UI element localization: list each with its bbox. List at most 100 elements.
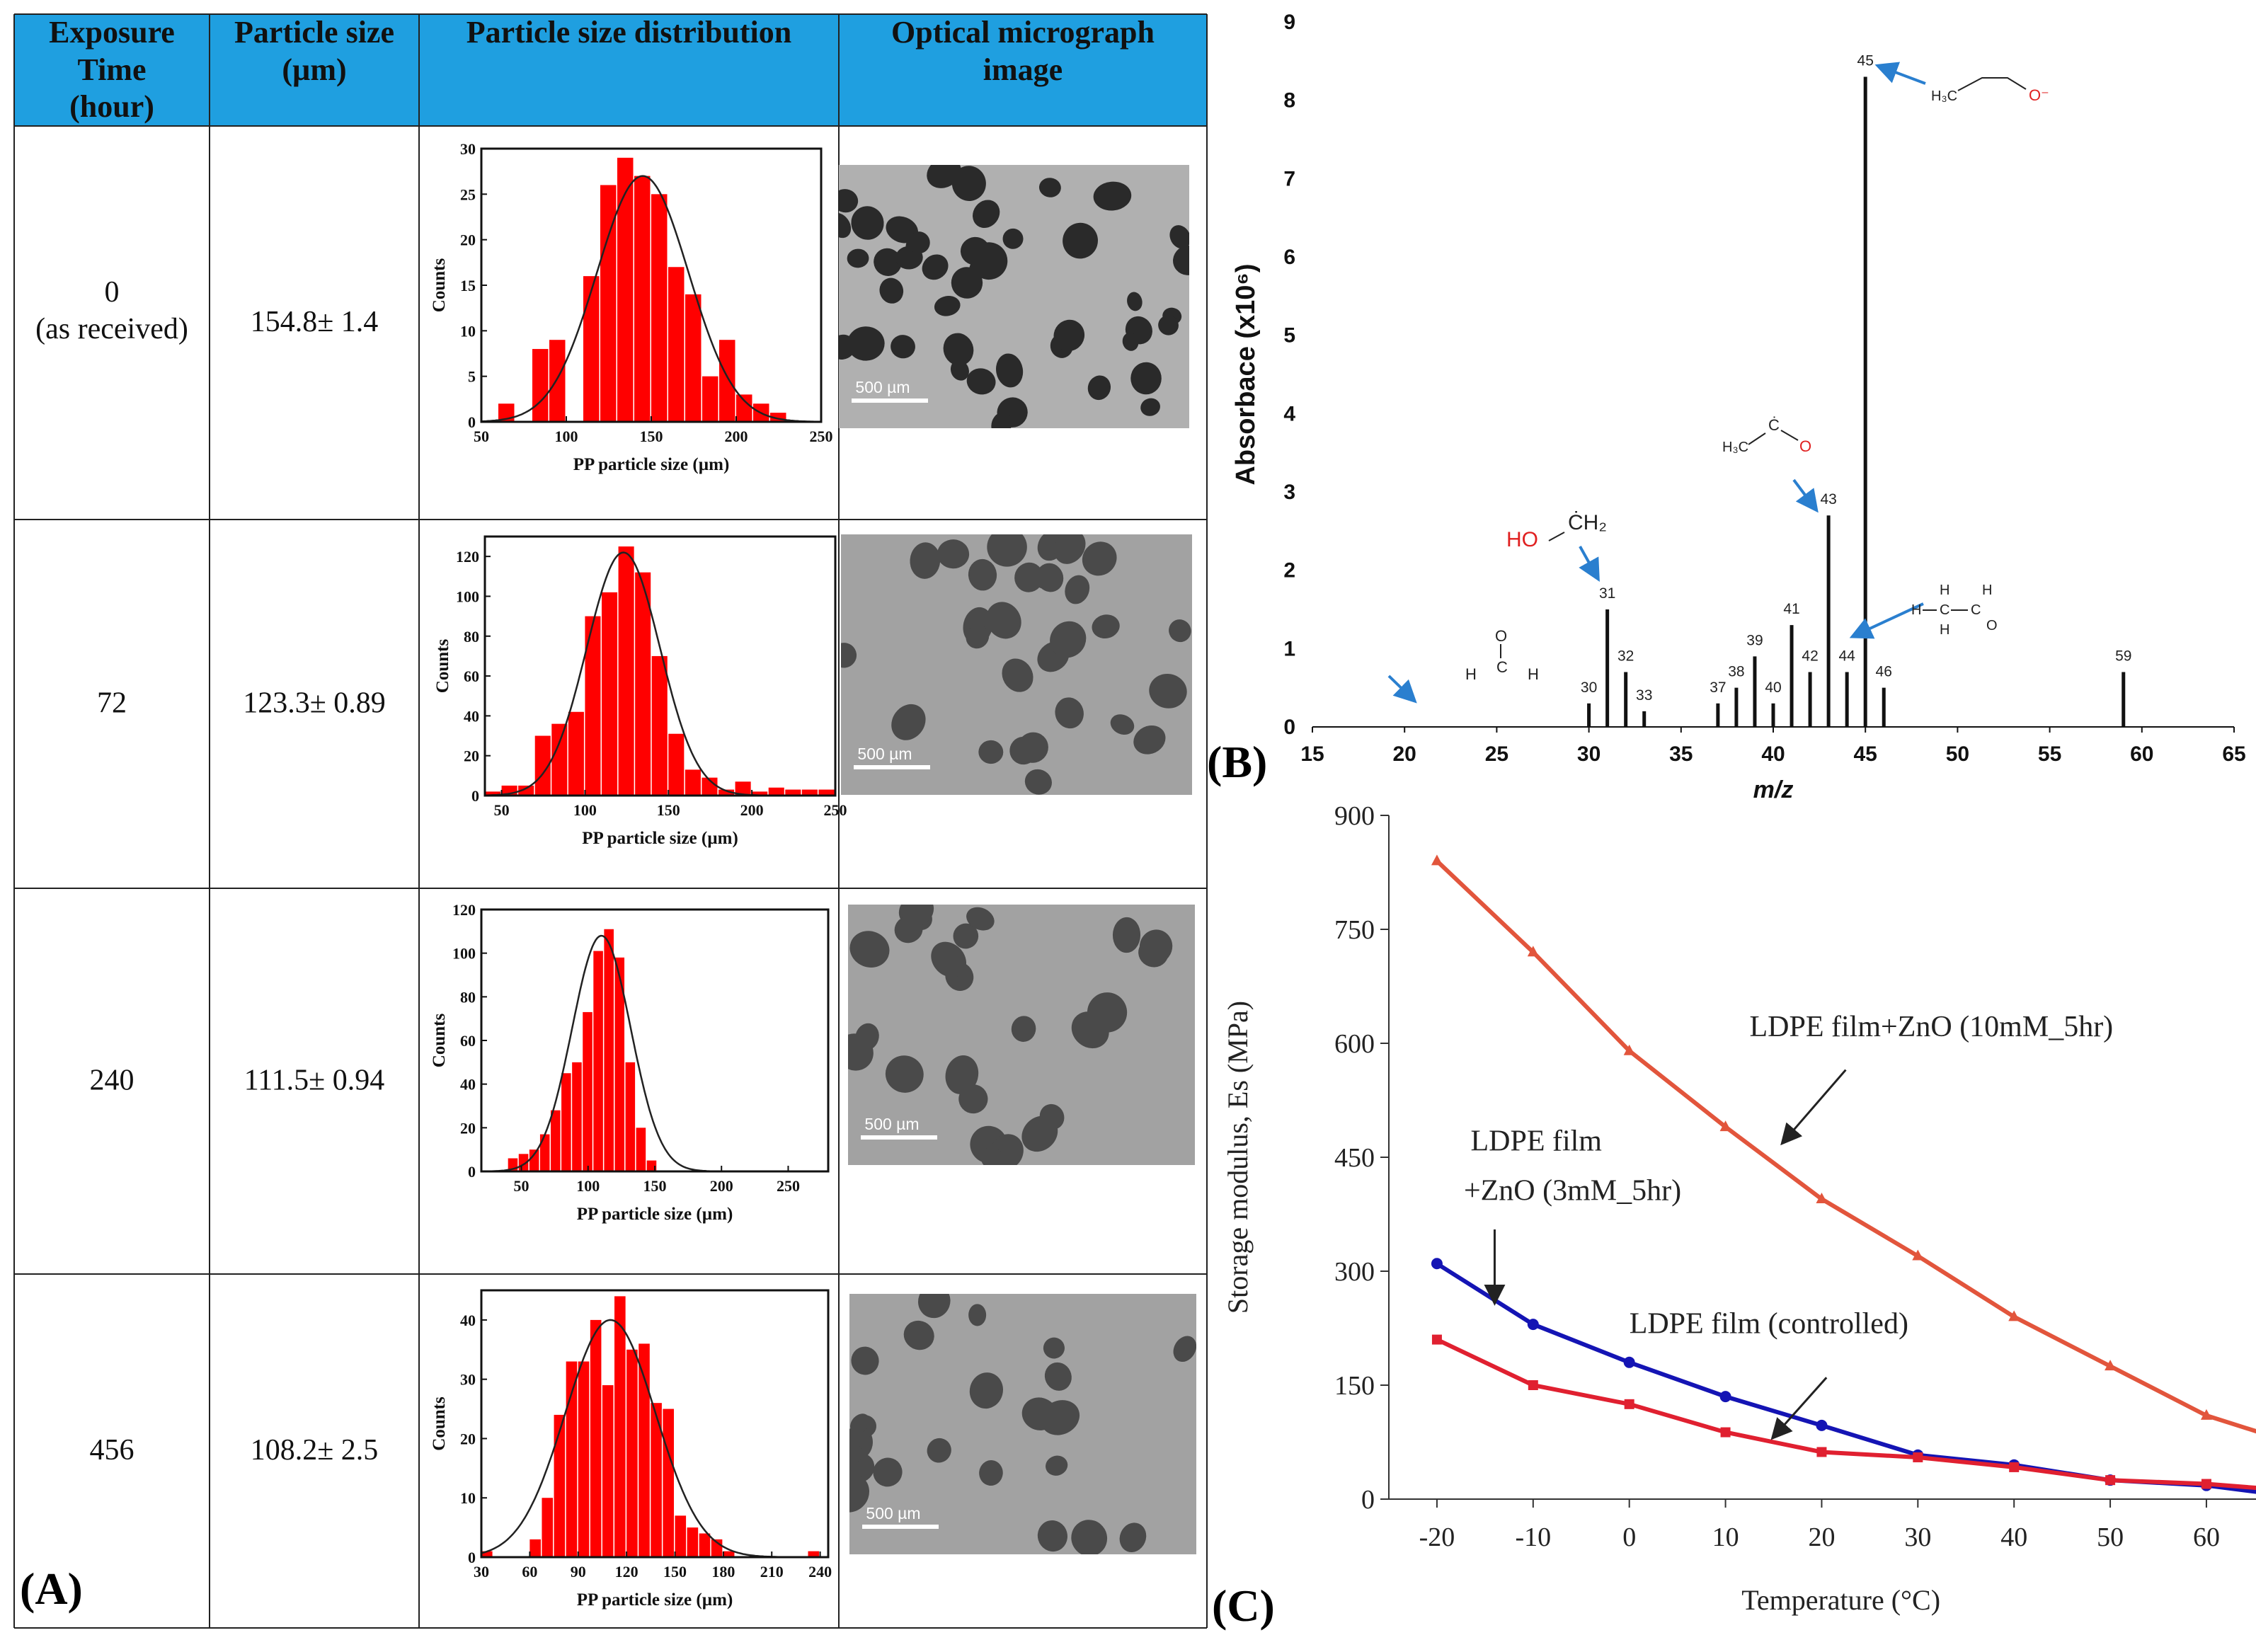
y-tick-label: 20 bbox=[460, 231, 476, 249]
particle bbox=[847, 248, 869, 268]
particle bbox=[903, 1320, 934, 1350]
histogram-bar bbox=[529, 1149, 539, 1171]
histogram-bar bbox=[566, 1361, 578, 1557]
particle bbox=[980, 1147, 1003, 1165]
series-2 bbox=[1431, 1334, 2256, 1491]
particle bbox=[1043, 1337, 1065, 1359]
y-tick-label: 20 bbox=[464, 747, 479, 765]
series-0 bbox=[1431, 854, 2256, 1434]
peak-label: 42 bbox=[1802, 648, 1818, 665]
y-tick-label: 40 bbox=[460, 1076, 476, 1094]
x-tick-label: 150 bbox=[643, 1177, 667, 1195]
particle bbox=[1038, 178, 1061, 197]
data-point bbox=[1431, 1258, 1443, 1270]
particle bbox=[927, 1438, 951, 1463]
y-tick-label: 150 bbox=[1334, 1371, 1375, 1401]
peak-label: 44 bbox=[1838, 648, 1855, 665]
particle bbox=[969, 1372, 1003, 1409]
histogram-row-1: 50 100 150 200 250 0 5 10 15 20 25 30 PP particle si… bbox=[430, 140, 833, 474]
particle-size-value: 154.8± 1.4 bbox=[251, 306, 379, 338]
histogram-row-3: 50 100 150 200 250 0 20 40 60 80 100 120 PP particle… bbox=[430, 901, 830, 1224]
histogram-bar bbox=[539, 1134, 550, 1171]
y-tick-label: 0 bbox=[468, 413, 476, 431]
particle bbox=[1112, 917, 1141, 953]
histogram-bar bbox=[585, 616, 601, 796]
x-tick-label: 120 bbox=[615, 1563, 639, 1581]
particle bbox=[885, 1055, 924, 1093]
histogram-bar bbox=[636, 1128, 646, 1171]
particle bbox=[1014, 562, 1043, 592]
histogram-bar bbox=[554, 1414, 566, 1557]
peak-label: 38 bbox=[1728, 664, 1744, 680]
histogram-bar bbox=[719, 340, 735, 422]
peak-label: 40 bbox=[1765, 679, 1781, 696]
histogram-bar bbox=[602, 592, 618, 796]
particle bbox=[931, 941, 967, 977]
series-line bbox=[1435, 859, 2256, 1434]
x-tick-label: 200 bbox=[710, 1177, 733, 1195]
x-tick-label: 10 bbox=[1712, 1522, 1739, 1552]
x-tick-label: 60 bbox=[2130, 742, 2153, 766]
panel-c-label: (C) bbox=[1212, 1581, 1275, 1631]
data-point bbox=[2201, 1479, 2211, 1489]
y-tick-label: 600 bbox=[1334, 1029, 1375, 1059]
histogram-bar bbox=[549, 340, 566, 422]
particle bbox=[991, 412, 1012, 428]
series-line bbox=[1436, 1261, 2256, 1494]
particle bbox=[1169, 619, 1191, 643]
annotation-acetaldehyde-h: H bbox=[1911, 602, 1921, 618]
particle bbox=[1133, 725, 1166, 755]
histogram-bar bbox=[578, 1361, 590, 1557]
annotation-hoch2-ho: HO bbox=[1506, 528, 1538, 551]
header-cell-text: Exposure bbox=[49, 15, 175, 50]
annotation-bond bbox=[1748, 432, 1766, 445]
y-tick-label: 120 bbox=[452, 901, 476, 919]
particle bbox=[841, 643, 857, 668]
y-tick-label: 20 bbox=[460, 1119, 476, 1137]
y-tick-label: 5 bbox=[468, 368, 476, 386]
y-axis-label: Counts bbox=[433, 639, 452, 694]
histogram-bar bbox=[600, 185, 617, 422]
y-axis-label: Counts bbox=[430, 1014, 449, 1068]
particle bbox=[910, 542, 941, 579]
x-tick-label: 15 bbox=[1300, 742, 1324, 766]
y-tick-label: 9 bbox=[1283, 11, 1295, 34]
histogram-bar bbox=[735, 781, 751, 796]
y-tick-label: 450 bbox=[1334, 1143, 1375, 1173]
y-tick-label: 20 bbox=[460, 1430, 476, 1447]
x-tick-label: 180 bbox=[711, 1563, 735, 1581]
particle bbox=[907, 231, 930, 254]
particle bbox=[851, 1346, 879, 1375]
x-tick-label: 250 bbox=[777, 1177, 800, 1195]
y-tick-label: 40 bbox=[464, 707, 479, 725]
particle bbox=[1055, 697, 1084, 729]
series-1 bbox=[1431, 1258, 2256, 1494]
data-point bbox=[1623, 1356, 1635, 1368]
x-tick-label: 240 bbox=[808, 1563, 832, 1581]
particle bbox=[891, 335, 915, 359]
histogram-bar bbox=[534, 735, 551, 796]
data-point bbox=[2105, 1360, 2117, 1371]
scale-bar bbox=[862, 1525, 939, 1529]
particle bbox=[1002, 658, 1033, 692]
histogram-bar bbox=[736, 394, 752, 422]
data-point bbox=[1431, 1334, 1442, 1345]
data-point bbox=[1912, 1249, 1924, 1261]
histogram-bar bbox=[668, 267, 685, 422]
particle bbox=[945, 1055, 979, 1094]
y-tick-label: 0 bbox=[468, 1163, 476, 1181]
particle bbox=[979, 1459, 1003, 1486]
data-point bbox=[1719, 1391, 1731, 1403]
particle bbox=[953, 923, 979, 949]
y-tick-label: 7 bbox=[1283, 167, 1295, 190]
y-tick-label: 15 bbox=[460, 277, 476, 294]
annotation-formaldehyde-c: C bbox=[1496, 658, 1508, 676]
scale-bar-label: 500 µm bbox=[864, 1115, 919, 1133]
x-tick-label: 50 bbox=[474, 428, 489, 445]
y-tick-label: 0 bbox=[1361, 1485, 1375, 1515]
particle bbox=[891, 704, 926, 740]
particle bbox=[850, 1413, 870, 1434]
annotation-formaldehyde-h: H bbox=[1465, 665, 1477, 683]
x-tick-label: 250 bbox=[824, 801, 847, 819]
